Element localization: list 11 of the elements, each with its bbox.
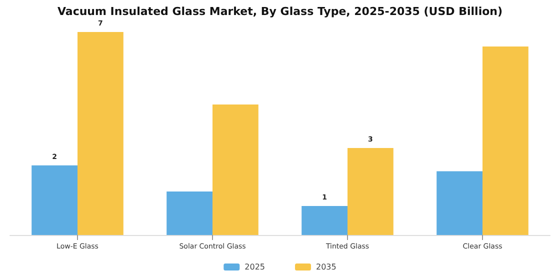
bar <box>482 46 528 235</box>
bar <box>212 104 258 235</box>
bar <box>348 148 394 235</box>
bar <box>302 206 348 235</box>
legend-label: 2035 <box>316 262 336 272</box>
bar <box>32 165 78 235</box>
legend-label: 2025 <box>244 262 265 272</box>
bar <box>166 192 212 235</box>
bar <box>78 32 124 235</box>
chart-title: Vacuum Insulated Glass Market, By Glass Type, 2025-2035 (USD Billion) <box>57 5 503 18</box>
bar <box>436 171 482 235</box>
